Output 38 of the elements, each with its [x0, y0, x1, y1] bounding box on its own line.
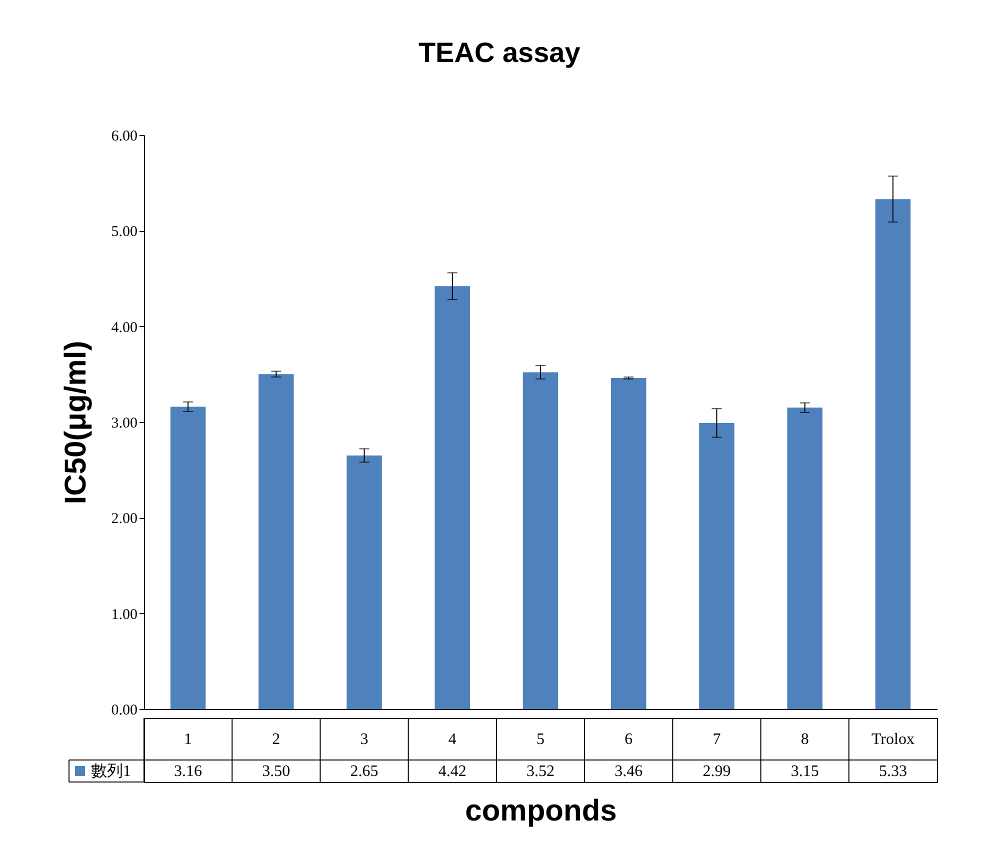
- x-tick-label: 3: [360, 731, 368, 748]
- chart-title: TEAC assay: [418, 37, 581, 68]
- y-tick-label: 0.00: [111, 702, 138, 718]
- x-tick-label: 2: [272, 731, 280, 748]
- y-tick-label: 2.00: [111, 511, 138, 528]
- y-tick-label: 3.00: [111, 416, 138, 432]
- y-tick-label: 6.00: [111, 128, 138, 144]
- legend-label: 數列1: [91, 763, 131, 780]
- y-tick-label: 5.00: [111, 224, 138, 240]
- x-tick-label: 6: [624, 731, 633, 748]
- bar: [875, 199, 911, 709]
- x-tick-label: 1: [184, 731, 192, 748]
- x-tick-label: 4: [448, 731, 456, 748]
- x-tick-label: 8: [800, 731, 809, 748]
- data-label: 3.15: [790, 763, 819, 780]
- data-label: 3.16: [174, 763, 202, 780]
- bar: [434, 286, 470, 709]
- data-label: 4.42: [438, 763, 466, 780]
- data-label: 3.52: [526, 763, 554, 780]
- bar: [610, 378, 646, 709]
- bar: [699, 422, 734, 709]
- y-axis-title: IC50(μg/ml): [59, 340, 92, 504]
- data-label: 3.46: [614, 763, 643, 780]
- bar: [346, 455, 382, 709]
- x-tick-label: 7: [712, 731, 721, 748]
- bar: [258, 374, 294, 709]
- data-label: 5.33: [878, 763, 907, 780]
- x-axis-title: componds: [465, 794, 617, 828]
- bar: [522, 372, 558, 709]
- x-tick-label: 5: [536, 731, 544, 748]
- y-tick-label: 1.00: [111, 606, 138, 623]
- data-label: 2.99: [702, 763, 731, 780]
- y-tick-label: 4.00: [111, 320, 138, 336]
- bar: [170, 406, 206, 709]
- x-tick-label: Trolox: [871, 731, 914, 748]
- data-label: 2.65: [350, 763, 378, 780]
- data-label: 3.50: [262, 763, 290, 780]
- bar: [787, 408, 822, 709]
